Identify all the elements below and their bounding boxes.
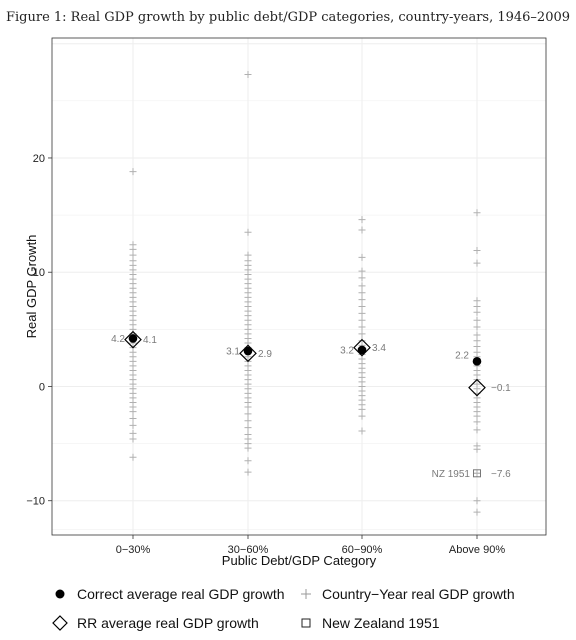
country-year-point — [358, 412, 366, 420]
country-year-point — [358, 427, 366, 435]
correct-average-dot — [128, 334, 138, 343]
country-year-point — [358, 316, 366, 324]
nz-1951-value-label: −7.6 — [491, 469, 511, 480]
y-tick-label: 10 — [33, 267, 45, 279]
legend: Correct average real GDP growth Country−Y… — [52, 586, 515, 631]
new-zealand-layer — [473, 469, 481, 478]
x-axis-title: Public Debt/GDP Category — [222, 553, 377, 568]
country-year-point — [473, 426, 481, 434]
rr-average-diamond — [468, 378, 486, 397]
rr-average-label: 2.9 — [258, 349, 272, 360]
country-year-point — [129, 421, 137, 429]
country-year-point — [473, 469, 481, 477]
y-tick-label: −10 — [26, 496, 45, 508]
country-year-point — [129, 453, 137, 461]
country-year-points — [129, 71, 481, 516]
country-year-point — [473, 418, 481, 426]
x-tick-label: 0−30% — [116, 544, 151, 556]
country-year-point — [473, 508, 481, 516]
legend-rr-diamond — [52, 615, 68, 631]
country-year-point — [358, 302, 366, 310]
country-year-point — [358, 296, 366, 304]
correct-average-label: 2.2 — [455, 350, 469, 361]
x-tick-label: Above 90% — [449, 544, 505, 556]
country-year-point — [129, 168, 137, 176]
country-year-point — [129, 414, 137, 422]
y-axis-title: Real GDP Growth — [24, 235, 39, 339]
legend-nz-label: New Zealand 1951 — [322, 615, 440, 631]
country-year-point — [244, 228, 252, 236]
country-year-point — [358, 330, 366, 338]
correct-average-dot — [243, 346, 253, 356]
country-year-point — [244, 403, 252, 411]
value-labels: NZ 1951 −7.6 4.2 3.1 3.2 2.2 4.1 2.9 3.4 −0.1 — [111, 334, 511, 480]
country-year-point — [244, 71, 252, 79]
country-year-point — [244, 457, 252, 465]
country-year-point — [358, 216, 366, 224]
country-year-point — [129, 408, 137, 416]
country-year-point — [473, 308, 481, 316]
y-tick-label: 20 — [33, 153, 45, 165]
legend-country-year-plus — [301, 589, 311, 599]
rr-average-label: 4.1 — [143, 335, 157, 346]
country-year-point — [244, 417, 252, 425]
country-year-point — [473, 247, 481, 255]
legend-correct-dot — [55, 589, 65, 599]
country-year-point — [358, 226, 366, 234]
correct-average-label: 3.2 — [340, 345, 354, 356]
figure-title: Figure 1: Real GDP growth by public debt… — [5, 10, 571, 25]
country-year-point — [244, 424, 252, 432]
country-year-point — [473, 323, 481, 331]
x-tick-label: 30−60% — [228, 544, 269, 556]
country-year-point — [358, 253, 366, 261]
country-year-point — [358, 309, 366, 317]
rr-average-label: −0.1 — [491, 383, 511, 394]
country-year-point — [244, 410, 252, 418]
country-year-point — [129, 435, 137, 443]
country-year-point — [473, 497, 481, 505]
country-year-point — [473, 445, 481, 453]
nz-1951-marker — [473, 469, 481, 478]
country-year-point — [358, 323, 366, 331]
legend-nz-square — [301, 618, 311, 628]
country-year-point — [244, 444, 252, 452]
average-markers — [124, 330, 486, 397]
country-year-point — [473, 316, 481, 324]
axes: −10 0 10 20 0−30% 30−60% 60−90% Above 90% — [26, 153, 505, 556]
rr-average-diamond — [239, 344, 257, 363]
rr-average-diamond — [124, 330, 142, 349]
country-year-point — [358, 267, 366, 275]
country-year-point — [358, 289, 366, 297]
correct-average-dot — [357, 345, 367, 355]
legend-country-year-label: Country−Year real GDP growth — [322, 586, 515, 602]
grid-layer — [52, 38, 546, 535]
rr-average-diamond — [353, 338, 371, 357]
correct-average-label: 3.1 — [226, 347, 240, 358]
country-year-point — [244, 468, 252, 476]
country-year-point — [473, 209, 481, 217]
nz-1951-label: NZ 1951 — [432, 469, 471, 480]
correct-average-label: 4.2 — [111, 334, 125, 345]
country-year-point — [358, 274, 366, 282]
correct-average-dot — [472, 357, 482, 366]
x-tick-label: 60−90% — [342, 544, 383, 556]
legend-rr-label: RR average real GDP growth — [77, 615, 259, 631]
y-tick-label: 0 — [39, 381, 45, 393]
country-year-point — [358, 405, 366, 413]
plot-panel-border — [51, 37, 547, 536]
rr-average-label: 3.4 — [372, 343, 386, 354]
country-year-point — [358, 282, 366, 290]
country-year-point — [473, 259, 481, 267]
legend-correct-label: Correct average real GDP growth — [77, 586, 285, 602]
